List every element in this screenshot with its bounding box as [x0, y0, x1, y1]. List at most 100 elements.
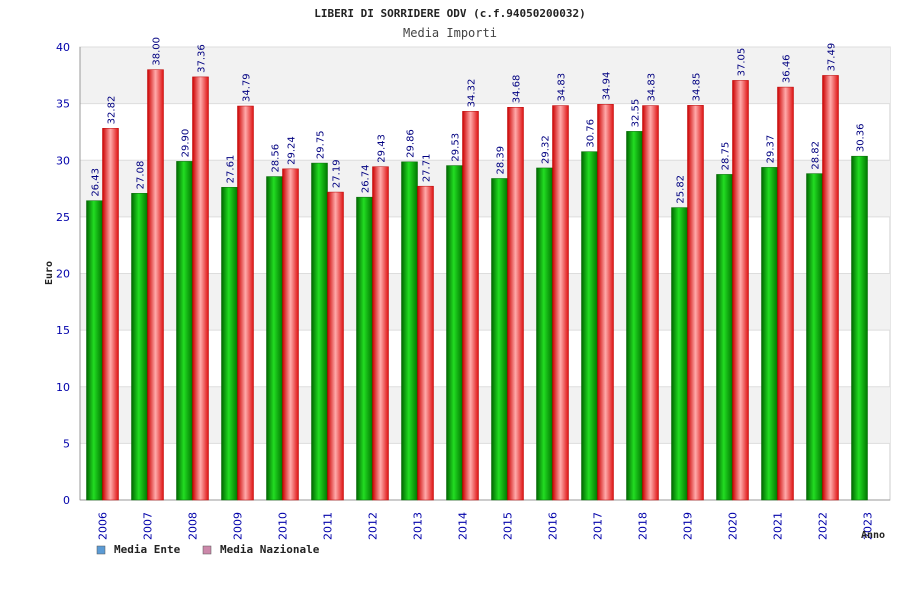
data-label: 34.94 — [602, 72, 613, 101]
bar-media-nazionale — [597, 104, 614, 501]
data-label: 29.24 — [287, 136, 298, 165]
x-tick-label: 2019 — [682, 512, 695, 540]
data-label: 27.61 — [226, 155, 237, 184]
bar-media-nazionale — [507, 106, 524, 501]
bar-media-nazionale — [372, 166, 389, 501]
data-label: 29.90 — [181, 129, 192, 158]
x-axis-ticks: 2006 2007 2008 2009 2010 2011 2012 2013 2014 2015… — [97, 512, 875, 540]
data-label: 26.74 — [361, 165, 372, 194]
x-tick-label: 2009 — [232, 512, 245, 540]
x-tick-label: 2016 — [547, 512, 560, 540]
y-tick-label: 5 — [63, 437, 70, 450]
y-tick-label: 25 — [56, 211, 70, 224]
legend-swatch-media-nazionale — [202, 545, 212, 555]
bar-media-nazionale — [417, 185, 434, 501]
x-tick-label: 2017 — [592, 512, 605, 540]
data-label: 29.86 — [406, 129, 417, 158]
data-label: 34.68 — [512, 75, 523, 104]
x-tick-label: 2008 — [187, 512, 200, 540]
bar-media-nazionale — [777, 86, 794, 501]
grid-band — [80, 386, 890, 444]
data-label: 29.32 — [541, 135, 552, 164]
bar-media-ente — [671, 207, 688, 501]
y-tick-label: 35 — [56, 98, 70, 111]
data-label: 28.82 — [811, 141, 822, 170]
x-tick-label: 2006 — [97, 512, 110, 540]
data-label: 37.36 — [197, 44, 208, 73]
bar-media-ente — [806, 173, 823, 501]
x-tick-label: 2012 — [367, 512, 380, 540]
bar-media-nazionale — [192, 76, 209, 501]
data-label: 30.36 — [856, 124, 867, 153]
bar-media-ente — [356, 196, 373, 501]
y-axis-label: Euro — [44, 261, 55, 285]
bar-media-nazionale — [462, 111, 479, 501]
data-label: 29.37 — [766, 135, 777, 164]
x-tick-label: 2010 — [277, 512, 290, 540]
x-tick-label: 2022 — [817, 512, 830, 540]
y-tick-label: 40 — [56, 41, 70, 54]
legend: Media Ente Media Nazionale — [96, 543, 320, 556]
y-tick-label: 30 — [56, 154, 70, 167]
bar-media-nazionale — [687, 105, 704, 501]
y-tick-label: 10 — [56, 381, 70, 394]
value-labels: 26.43 32.82 27.08 38.00 29.90 37.36 27.61 34.79… — [91, 37, 867, 204]
x-tick-label: 2007 — [142, 512, 155, 540]
chart-title: LIBERI DI SORRIDERE ODV (c.f.94050200032… — [314, 7, 586, 20]
bar-media-ente — [401, 161, 418, 501]
y-tick-label: 15 — [56, 324, 70, 337]
bar-media-nazionale — [732, 80, 749, 501]
bar-media-nazionale — [552, 105, 569, 501]
x-tick-label: 2015 — [502, 512, 515, 540]
bar-media-ente — [851, 155, 868, 501]
data-label: 34.83 — [647, 73, 658, 102]
data-label: 34.79 — [242, 73, 253, 102]
data-label: 38.00 — [152, 37, 163, 66]
bar-media-nazionale — [102, 128, 119, 501]
data-label: 32.82 — [107, 96, 118, 125]
x-tick-label: 2011 — [322, 512, 335, 540]
data-label: 28.39 — [496, 146, 507, 175]
data-label: 36.46 — [782, 54, 793, 83]
data-label: 25.82 — [676, 175, 687, 204]
bar-media-ente — [131, 193, 148, 501]
data-label: 32.55 — [631, 99, 642, 128]
bar-media-ente — [176, 161, 193, 501]
grid-band — [80, 47, 890, 104]
data-label: 27.08 — [136, 161, 147, 190]
chart-subtitle: Media Importi — [403, 26, 497, 40]
data-label: 28.56 — [271, 144, 282, 173]
data-label: 27.71 — [422, 154, 433, 183]
bar-media-ente — [626, 131, 643, 501]
data-label: 29.43 — [377, 134, 388, 163]
data-label: 29.75 — [316, 130, 327, 159]
legend-label-media-ente: Media Ente — [114, 543, 181, 556]
data-label: 34.83 — [557, 73, 568, 102]
bar-media-nazionale — [282, 168, 299, 501]
bar-media-ente — [86, 200, 103, 501]
x-tick-label: 2020 — [727, 512, 740, 540]
data-label: 37.49 — [827, 43, 838, 72]
data-label: 29.53 — [451, 133, 462, 162]
data-label: 30.76 — [586, 119, 597, 148]
y-axis-ticks: 0 5 10 15 20 25 30 35 40 — [56, 41, 70, 507]
y-tick-label: 0 — [63, 494, 70, 507]
bar-media-ente — [761, 167, 778, 501]
bar-media-nazionale — [237, 105, 254, 501]
legend-swatch-media-ente — [96, 545, 106, 555]
x-tick-label: 2013 — [412, 512, 425, 540]
bar-media-ente — [446, 165, 463, 501]
data-label: 26.43 — [91, 168, 102, 197]
x-tick-label: 2021 — [772, 512, 785, 540]
grid-band — [80, 273, 890, 331]
x-axis-label: Anno — [861, 530, 885, 541]
x-tick-label: 2018 — [637, 512, 650, 540]
bars — [86, 69, 868, 501]
data-label: 34.85 — [692, 73, 703, 102]
data-label: 27.19 — [332, 159, 343, 188]
data-label: 37.05 — [737, 48, 748, 77]
bar-media-nazionale — [642, 105, 659, 501]
legend-label-media-nazionale: Media Nazionale — [220, 543, 320, 556]
bar-media-nazionale — [147, 69, 164, 501]
